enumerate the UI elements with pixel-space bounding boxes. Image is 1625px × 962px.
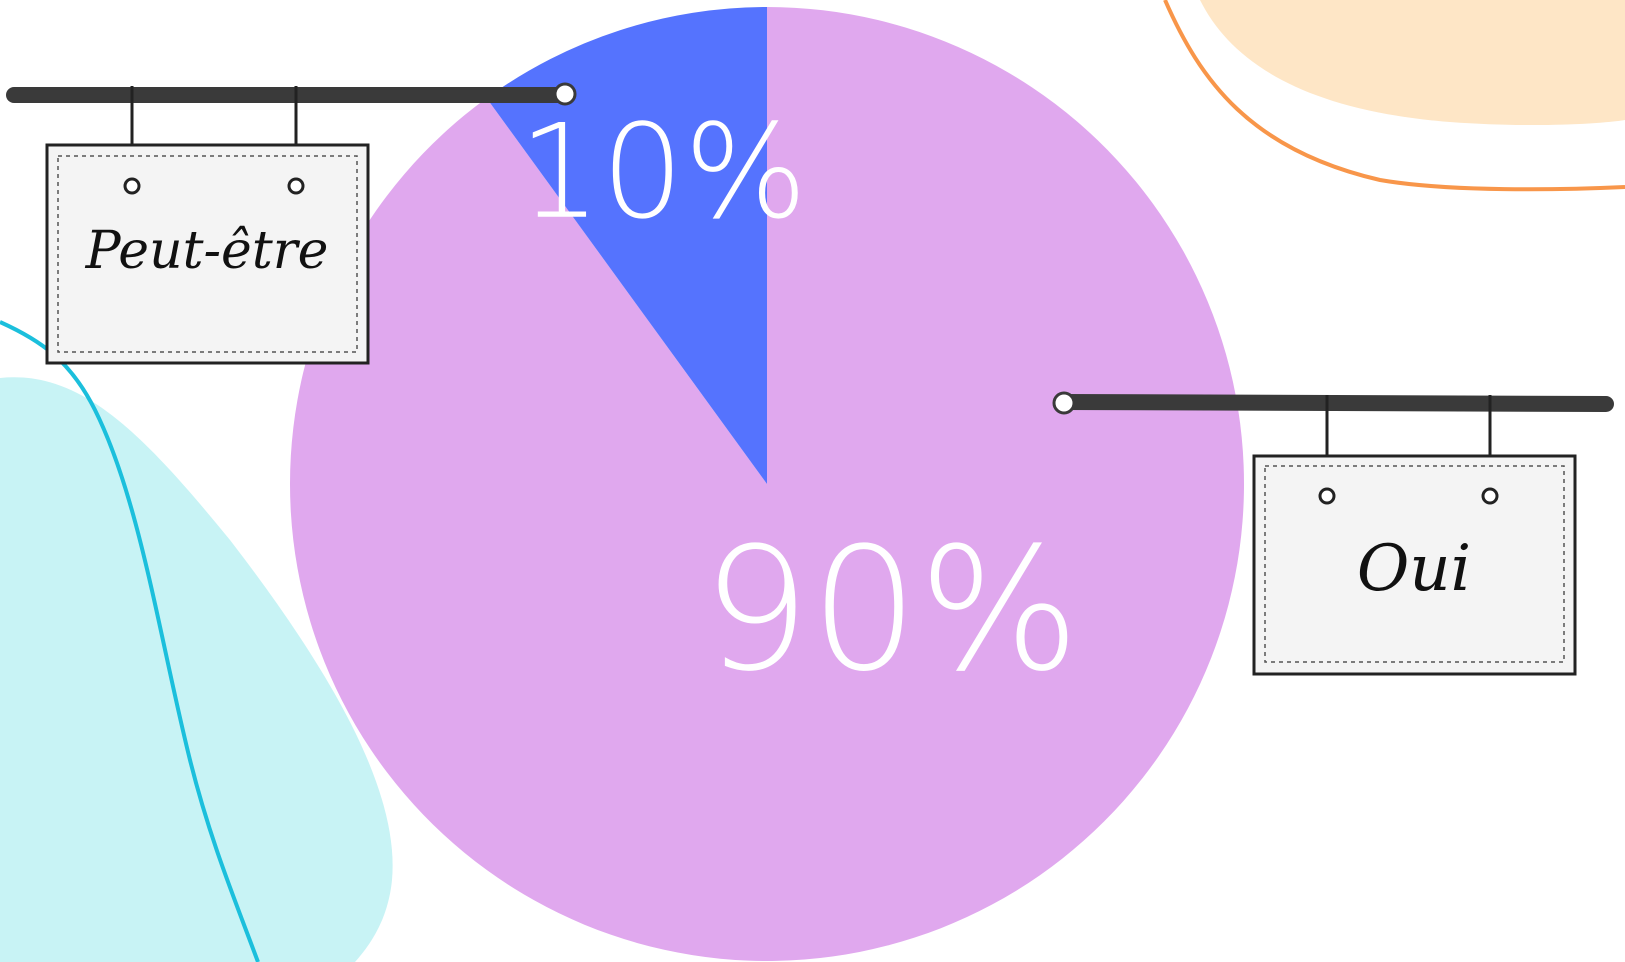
sign-bar [1054,394,1614,412]
sign-board [45,143,370,365]
sign-border [1264,465,1565,663]
hook [1318,487,1336,505]
legend-label: Oui [1357,532,1471,606]
sign-board [1252,454,1577,676]
pointer-dot [1052,391,1076,415]
value-label: 90% [702,512,1080,710]
pointer-dot [553,82,577,106]
sign-border [57,155,358,353]
sign: Peut-être [6,82,577,365]
hook [287,177,305,195]
value-label: 10% [519,96,808,248]
orange-line [1163,0,1625,192]
orange-blob [1200,0,1625,126]
hook [1481,487,1499,505]
hook [123,177,141,195]
legend-label: Peut-être [85,221,329,281]
sign: Oui [1052,391,1614,676]
pie-slice [486,7,767,484]
teal-line [0,320,260,962]
pie: 90% 10% [289,7,1244,961]
teal-blob [0,377,393,962]
